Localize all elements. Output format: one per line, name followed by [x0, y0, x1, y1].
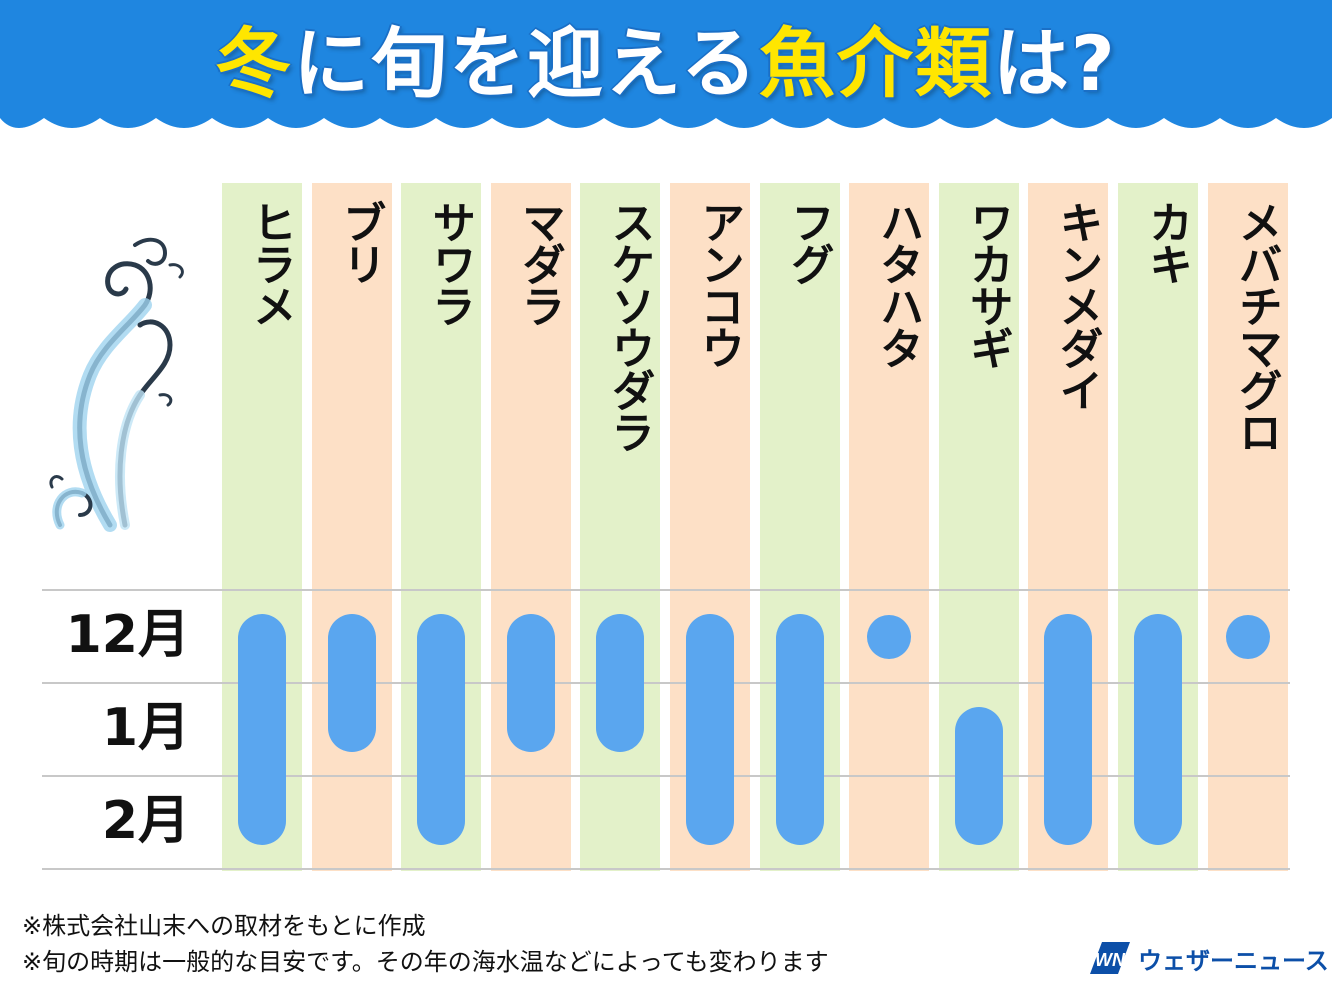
grid-line	[42, 682, 1290, 684]
fish-name-label: アンコウ	[693, 200, 744, 368]
grid-line	[42, 775, 1290, 777]
title-part-question: は?	[992, 19, 1117, 108]
title-part-seafood: 魚介類	[758, 19, 993, 108]
season-bar	[238, 614, 286, 845]
chart-title: 冬に旬を迎える魚介類は?	[0, 14, 1332, 114]
month-label: 12月	[65, 605, 190, 665]
column-background	[311, 183, 392, 871]
weathernews-logo-icon: WN	[1090, 942, 1130, 974]
title-part-winter: 冬	[215, 19, 294, 108]
fish-name-label: ヒラメ	[245, 200, 296, 326]
fish-name-label: カキ	[1141, 200, 1192, 284]
column-background	[490, 183, 571, 871]
fish-name-label: ハタハタ	[872, 200, 924, 368]
grid-line	[42, 589, 1290, 591]
column-background	[1207, 183, 1288, 871]
wave-header-shape	[0, 0, 1332, 128]
season-bar	[775, 614, 824, 845]
column-background	[580, 183, 661, 871]
fish-name-label: キンメダイ	[1051, 200, 1103, 410]
month-label: 2月	[101, 791, 190, 851]
season-dot	[867, 614, 912, 659]
season-dot	[1225, 614, 1270, 659]
season-bar	[596, 614, 645, 752]
fish-name-label: ワカサギ	[961, 200, 1013, 368]
footnote-source: ※株式会社山末への取材をもとに作成	[22, 912, 426, 940]
season-bar	[506, 614, 555, 752]
column-background	[849, 183, 930, 871]
title-part-season: に旬を迎える	[293, 19, 759, 108]
brand-logo: WN ウェザーニュース	[1088, 940, 1329, 976]
fish-name-label: スケソウダラ	[603, 200, 655, 452]
season-bar	[686, 614, 734, 845]
season-bar	[417, 614, 466, 845]
season-bar	[1134, 614, 1182, 845]
logo-text: WN	[1095, 950, 1126, 970]
brand-name: ウェザーニュース	[1138, 946, 1329, 975]
fish-name-label: マダラ	[513, 200, 565, 326]
season-bar	[954, 707, 1003, 845]
fish-name-label: ブリ	[334, 200, 386, 284]
month-label: 1月	[101, 698, 190, 758]
wave-swirl-icon	[49, 237, 184, 532]
season-bar	[327, 614, 376, 752]
header-banner: 冬に旬を迎える魚介類は?	[0, 0, 1332, 150]
season-bar	[1044, 614, 1093, 845]
fish-name-label: メバチマグロ	[1230, 200, 1282, 452]
grid-line	[42, 868, 1290, 870]
fish-name-label: サワラ	[424, 200, 476, 326]
fish-name-label: フグ	[782, 200, 834, 284]
footnotes: ※株式会社山末への取材をもとに作成 ※旬の時期は一般的な目安です。その年の海水温…	[22, 908, 829, 980]
footnote-disclaimer: ※旬の時期は一般的な目安です。その年の海水温などによっても変わります	[22, 948, 829, 976]
